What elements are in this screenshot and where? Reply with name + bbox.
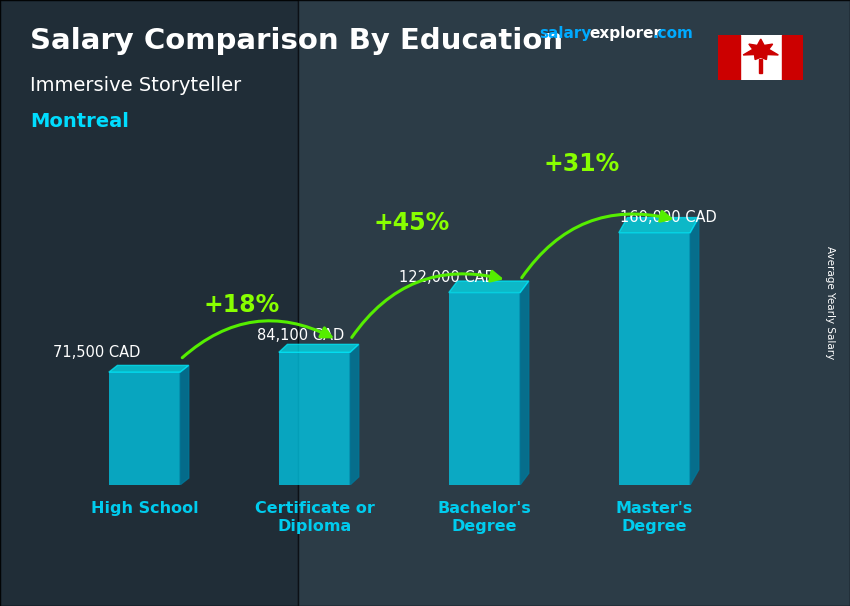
- Text: +18%: +18%: [203, 293, 280, 317]
- Text: Montreal: Montreal: [30, 112, 128, 131]
- Text: Average Yearly Salary: Average Yearly Salary: [824, 247, 835, 359]
- Polygon shape: [350, 344, 359, 485]
- Bar: [718, 35, 740, 80]
- Polygon shape: [109, 365, 189, 372]
- Text: 122,000 CAD: 122,000 CAD: [399, 270, 496, 285]
- Text: explorer: explorer: [589, 26, 661, 41]
- Polygon shape: [520, 281, 529, 485]
- Polygon shape: [180, 365, 189, 485]
- Bar: [109, 372, 180, 485]
- Polygon shape: [619, 218, 699, 233]
- Polygon shape: [279, 344, 359, 352]
- Text: +31%: +31%: [543, 152, 620, 176]
- Bar: [782, 35, 803, 80]
- Text: salary: salary: [540, 26, 592, 41]
- Text: 160,000 CAD: 160,000 CAD: [620, 210, 717, 225]
- Polygon shape: [743, 39, 779, 59]
- Text: Immersive Storyteller: Immersive Storyteller: [30, 76, 241, 95]
- Text: Salary Comparison By Education: Salary Comparison By Education: [30, 27, 563, 55]
- Polygon shape: [690, 218, 699, 485]
- Bar: [279, 352, 350, 485]
- FancyBboxPatch shape: [0, 0, 298, 606]
- Bar: [619, 233, 690, 485]
- Text: .com: .com: [653, 26, 694, 41]
- Bar: [759, 59, 762, 73]
- Text: 71,500 CAD: 71,500 CAD: [54, 345, 140, 359]
- Polygon shape: [449, 281, 529, 293]
- Bar: [449, 293, 520, 485]
- Text: 84,100 CAD: 84,100 CAD: [258, 328, 344, 343]
- Text: +45%: +45%: [373, 211, 450, 236]
- FancyBboxPatch shape: [298, 0, 850, 606]
